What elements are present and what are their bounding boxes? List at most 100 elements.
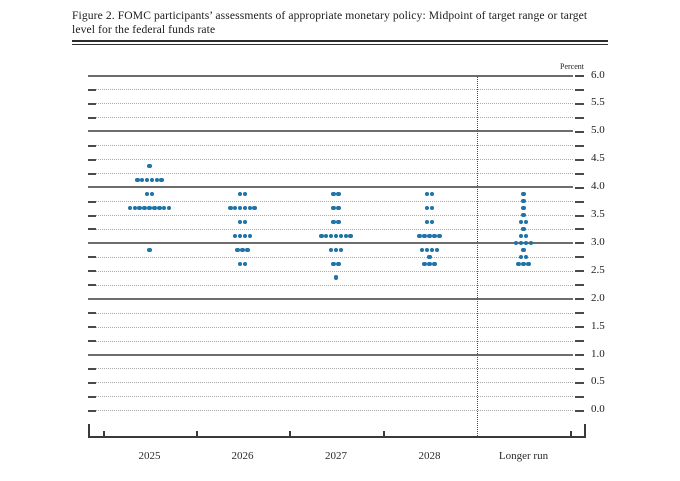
y-axis-minor-tick-right [575, 214, 584, 217]
projection-dot [323, 233, 329, 239]
projection-dot [142, 205, 147, 211]
y-axis-minor-tick-left [88, 158, 96, 161]
projection-dot [336, 219, 341, 225]
projection-dot [237, 191, 243, 197]
projection-dot [232, 205, 238, 211]
gridline-dashed [88, 368, 573, 370]
y-axis-tick-label: 0.0 [591, 403, 605, 416]
y-axis-tick-label: 5.0 [591, 124, 605, 137]
y-axis-tick-label: 3.5 [591, 208, 605, 220]
projection-dot [338, 247, 344, 253]
y-axis-minor-tick-left [88, 284, 96, 287]
y-axis-minor-tick-right [575, 75, 584, 77]
gridline-dashed [88, 173, 573, 175]
y-axis-minor-tick-right [575, 144, 584, 147]
projection-dot [333, 233, 339, 239]
y-axis-minor-tick-right [575, 102, 584, 105]
x-axis-end-corner [584, 424, 586, 438]
title-double-rule [72, 40, 608, 45]
y-axis-minor-tick-left [88, 409, 96, 412]
y-axis-minor-tick-left [88, 116, 96, 119]
gridline-dashed [88, 103, 573, 105]
projection-dot [237, 205, 243, 211]
projection-dot [132, 205, 138, 211]
projection-dot [139, 177, 145, 183]
gridline-dashed [88, 340, 573, 342]
gridline-dashed [88, 256, 573, 258]
x-axis-section-tick [289, 431, 291, 438]
y-axis-minor-tick-right [575, 395, 584, 398]
gridline-dashed [88, 215, 573, 216]
projection-dot [242, 233, 248, 239]
projection-dot [149, 191, 155, 197]
category-label-2028: 2028 [418, 450, 441, 462]
projection-dot [523, 254, 529, 260]
projection-dot [518, 233, 524, 239]
y-axis-minor-tick-right [575, 326, 584, 329]
projection-dot [242, 191, 248, 197]
gridline-dashed [88, 89, 573, 91]
gridline-solid [88, 297, 573, 300]
projection-dot [331, 219, 336, 225]
y-axis-tick-label: 4.0 [591, 180, 605, 193]
y-axis-tick-label: 2.0 [591, 291, 605, 304]
gridline-dashed [88, 117, 573, 119]
projection-dot [134, 177, 140, 183]
projection-dot [336, 191, 341, 197]
y-axis-minor-tick-right [575, 88, 584, 91]
y-axis-minor-tick-left [88, 381, 96, 384]
y-axis-minor-tick-right [575, 116, 584, 119]
projection-dot [513, 240, 519, 246]
x-axis-section-tick [103, 431, 105, 438]
y-axis-minor-tick-right [575, 256, 584, 259]
y-axis-minor-tick-right [575, 172, 584, 175]
projection-dot [424, 247, 430, 253]
figure-title: Figure 2. FOMC participants’ assessments… [72, 9, 588, 37]
projection-dot [157, 205, 162, 211]
projection-dot [348, 233, 353, 239]
y-axis-minor-tick-right [575, 354, 584, 356]
y-axis-minor-tick-left [88, 144, 96, 147]
projection-dot [516, 261, 521, 267]
y-axis-tick-label: 0.5 [591, 375, 605, 388]
projection-dot [521, 212, 526, 218]
y-axis-minor-tick-left [88, 326, 96, 329]
projection-dot [336, 261, 341, 267]
y-axis-minor-tick-right [575, 381, 584, 384]
y-axis-minor-tick-right [575, 130, 584, 133]
projection-dot [424, 191, 430, 197]
y-axis-minor-tick-left [88, 367, 96, 370]
projection-dot [429, 205, 435, 211]
y-axis-minor-tick-right [575, 312, 584, 315]
gridline-dashed [88, 159, 573, 161]
projection-dot [319, 233, 324, 239]
category-label-longer-run: Longer run [498, 450, 549, 462]
x-axis-end-corner [88, 424, 90, 438]
projection-dot [331, 261, 336, 267]
gridline-solid [88, 74, 573, 77]
y-axis-minor-tick-right [575, 284, 584, 287]
gridline-dashed [88, 382, 573, 384]
x-axis-section-tick [570, 431, 572, 438]
projection-dot [432, 233, 437, 239]
projection-dot [521, 261, 526, 267]
projection-dot [336, 205, 341, 211]
projection-dot [242, 261, 248, 267]
projection-dot [518, 219, 524, 225]
projection-dot [137, 205, 142, 211]
category-label-2027: 2027 [325, 450, 347, 462]
gridline-solid [88, 130, 573, 133]
projection-dot [242, 219, 248, 225]
projection-dot [247, 233, 253, 239]
projection-dot [427, 233, 432, 239]
longer-run-separator-line [477, 75, 478, 436]
projection-dot [521, 198, 526, 204]
projection-dot [434, 247, 440, 253]
y-axis-tick-label: 1.0 [591, 347, 605, 360]
projection-dot [427, 254, 432, 260]
y-axis-minor-tick-left [88, 102, 96, 105]
y-axis-minor-tick-right [575, 409, 584, 412]
y-axis-minor-tick-right [575, 270, 584, 273]
y-axis-minor-tick-right [575, 186, 584, 189]
